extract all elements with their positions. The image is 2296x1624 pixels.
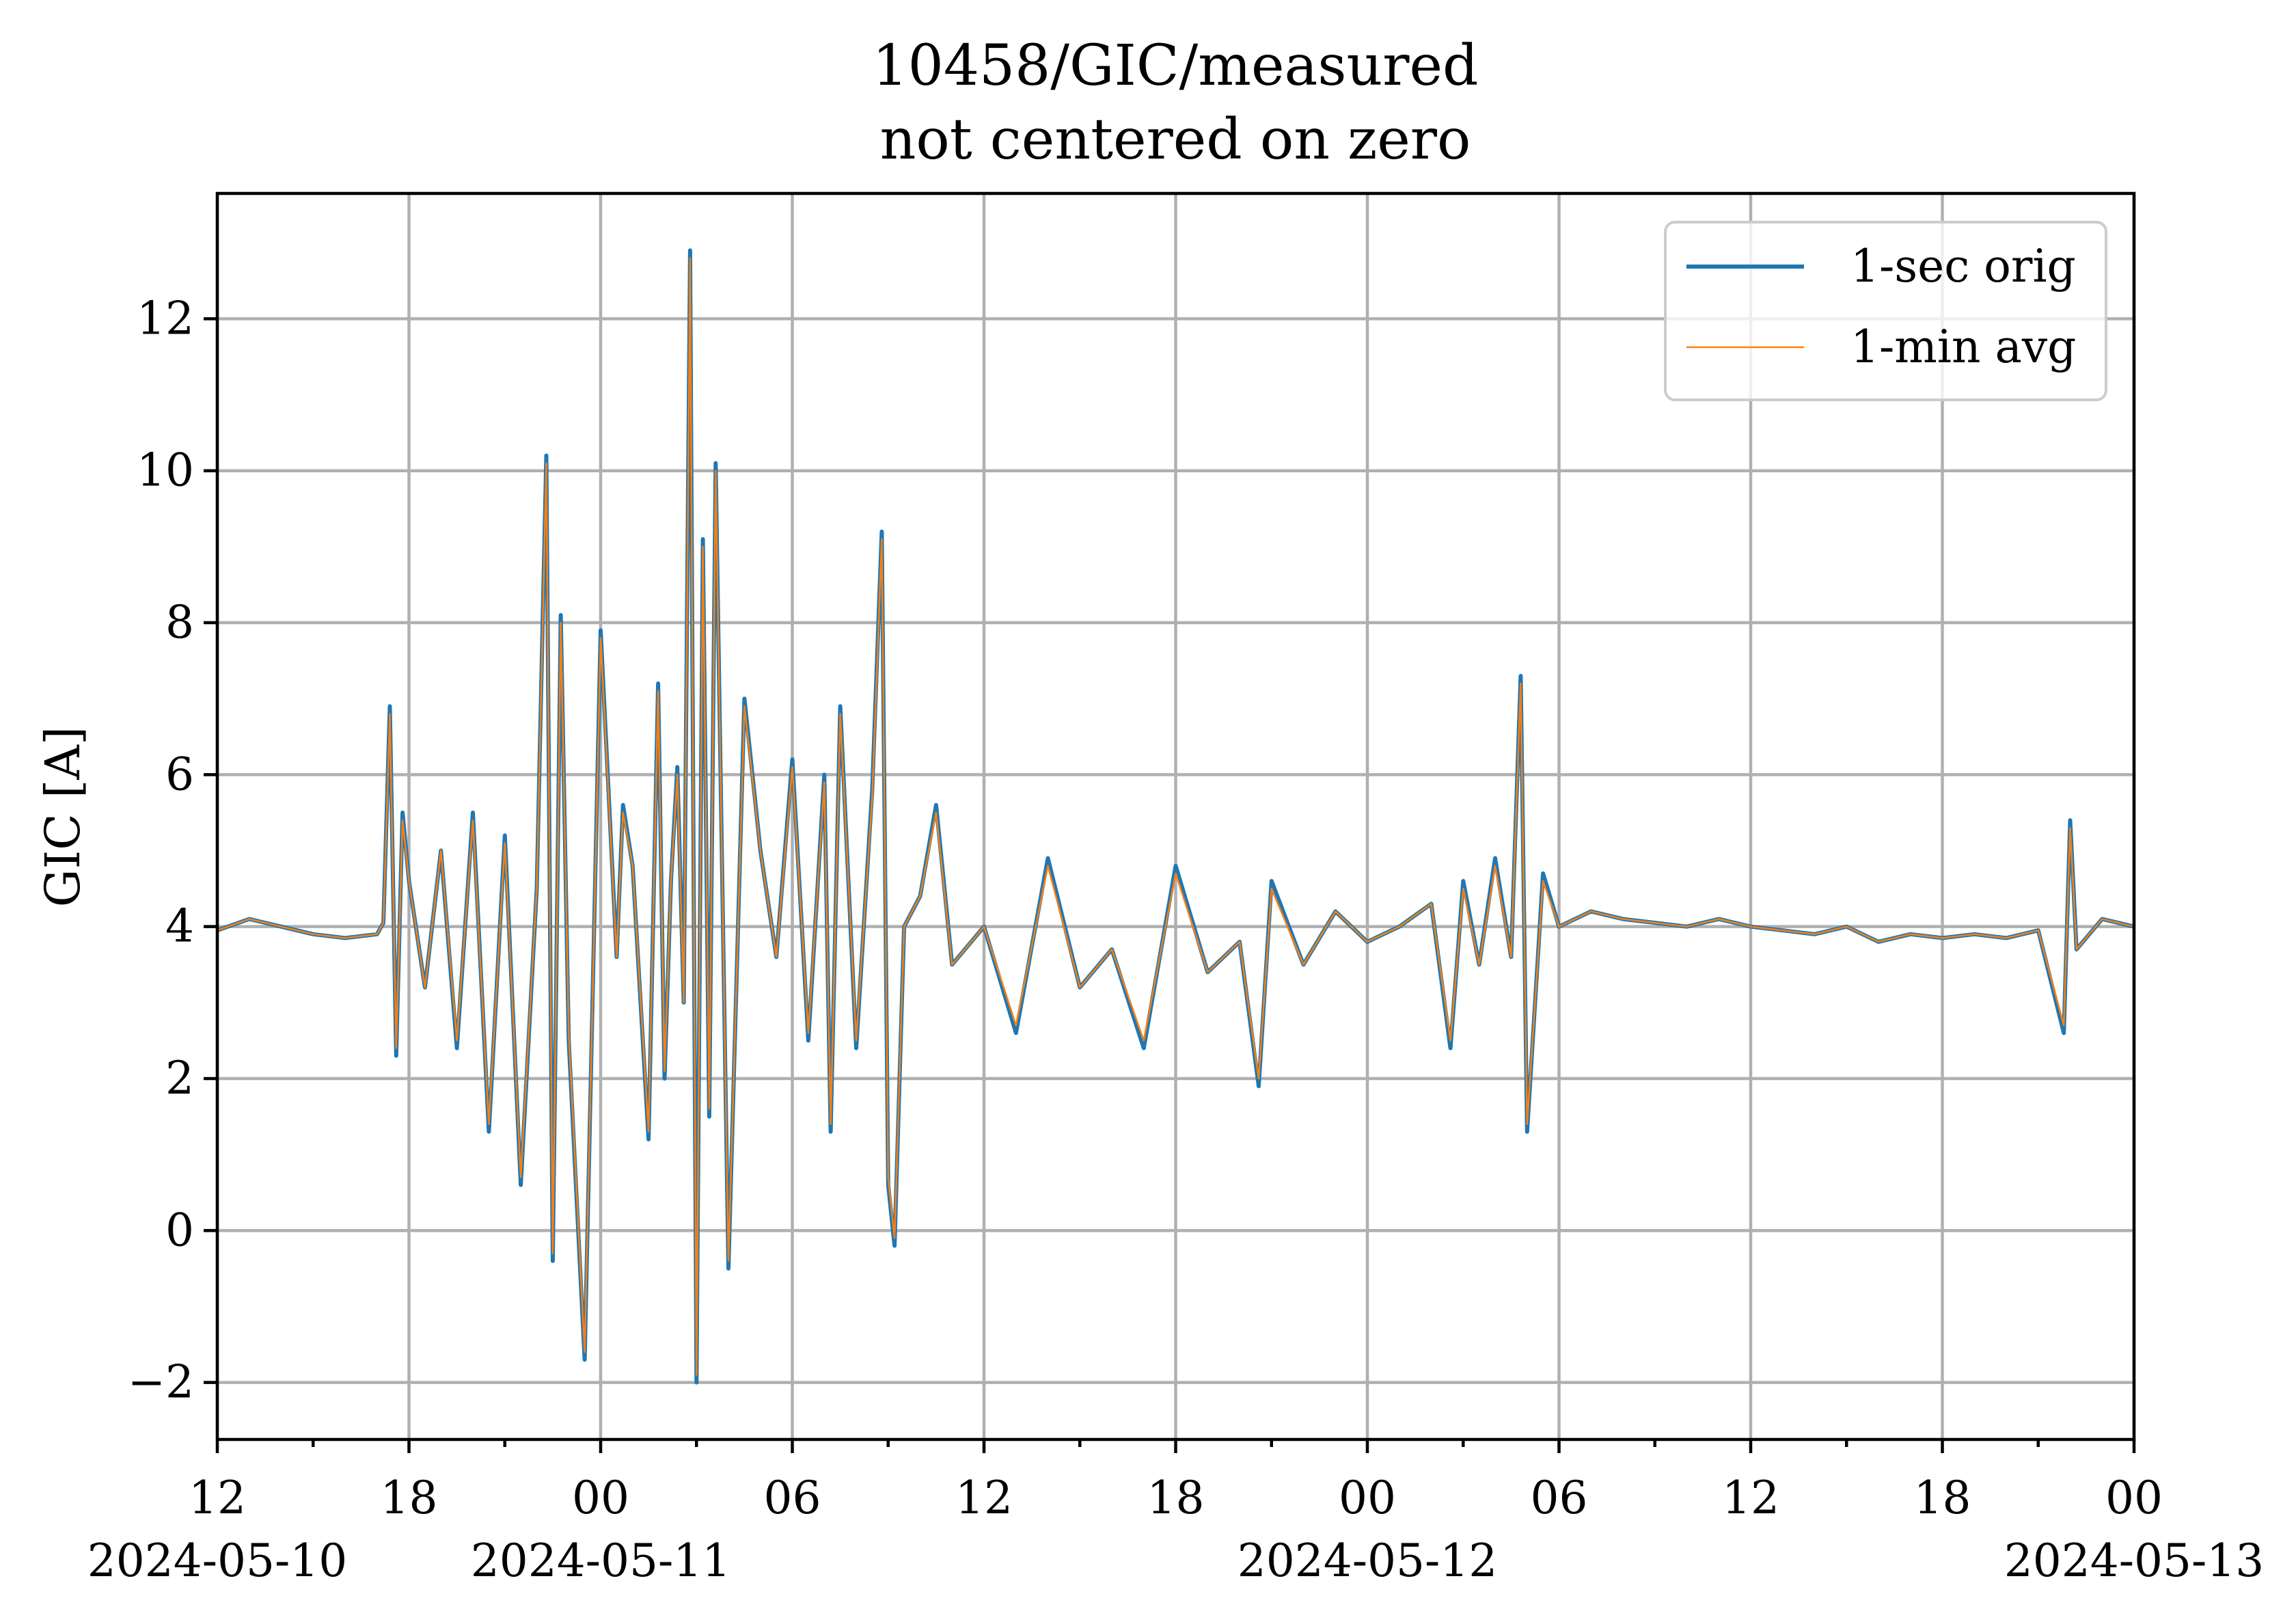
y-tick-label: −2: [128, 1356, 194, 1409]
x-tick-label: 06: [1531, 1472, 1588, 1524]
y-tick-label: 12: [137, 292, 194, 344]
x-tick-date-label: 2024-05-10: [87, 1534, 348, 1587]
chart-subtitle: not centered on zero: [880, 107, 1471, 172]
legend-label-1-min-avg: 1-min avg: [1850, 321, 2076, 373]
y-tick-label: 10: [137, 444, 194, 497]
x-tick-label: 06: [764, 1472, 821, 1524]
series-layer: [216, 248, 2135, 1385]
x-tick-date-label: 2024-05-13: [2004, 1534, 2265, 1587]
x-tick-date-label: 2024-05-12: [1238, 1534, 1498, 1587]
y-tick-label: 6: [165, 748, 194, 800]
legend-label-1-sec-orig: 1-sec orig: [1850, 240, 2076, 293]
x-tick-label: 12: [1722, 1472, 1779, 1524]
chart-title: 10458/GIC/measured: [872, 33, 1478, 98]
y-tick-label: 8: [165, 596, 194, 649]
x-tick-label: 12: [189, 1472, 246, 1524]
x-tick-label: 00: [1339, 1472, 1396, 1524]
y-tick-label: 4: [165, 900, 194, 953]
x-tick-label: 18: [381, 1472, 438, 1524]
x-tick-label: 18: [1914, 1472, 1971, 1524]
x-tick-label: 00: [2105, 1472, 2163, 1524]
x-tick-label: 00: [572, 1472, 629, 1524]
legend: 1-sec orig 1-min avg: [1664, 221, 2107, 401]
x-tick-label: 18: [1147, 1472, 1205, 1524]
y-tick-label: 0: [165, 1204, 194, 1256]
y-axis-label: GIC [A]: [35, 727, 91, 908]
x-tick-date-label: 2024-05-11: [471, 1534, 731, 1587]
y-tick-label: 2: [165, 1052, 194, 1105]
x-tick-label: 12: [955, 1472, 1013, 1524]
series-line-1-min-avg: [217, 257, 2135, 1376]
